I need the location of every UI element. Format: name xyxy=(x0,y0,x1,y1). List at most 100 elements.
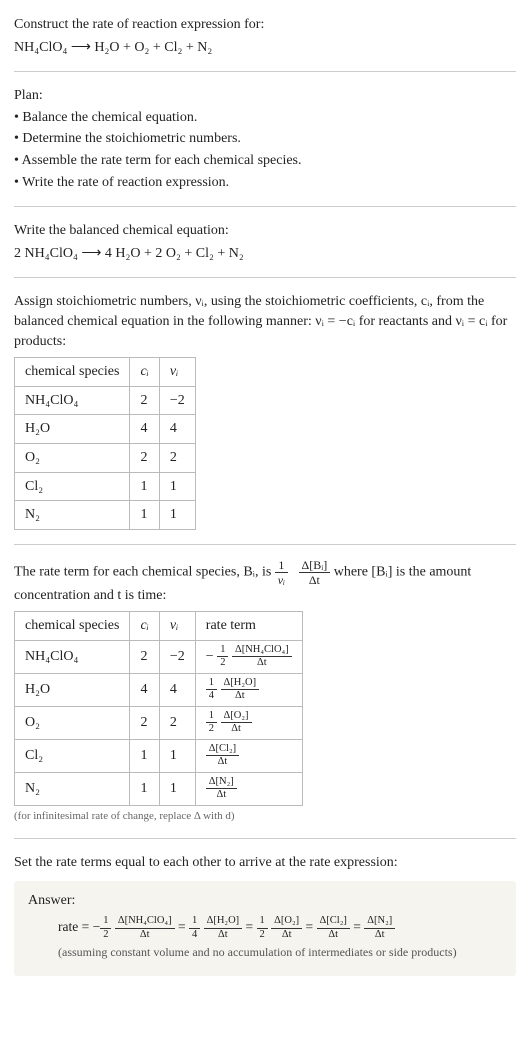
frac-delta: Δ[H₂O]Δt xyxy=(204,916,243,940)
stoich-text: Assign stoichiometric numbers, νᵢ, using… xyxy=(14,292,516,351)
cell-v: −2 xyxy=(159,640,195,673)
frac-dB-dt: Δ[Bᵢ] Δt xyxy=(299,559,331,586)
intro-equation: NH₄ClO₄ ⟶ H₂O + O₂ + Cl₂ + N₂ xyxy=(14,38,516,58)
intro-section: Construct the rate of reaction expressio… xyxy=(14,15,516,57)
table-row: chemical species cᵢ νᵢ xyxy=(15,358,196,387)
answer-prefix: rate = xyxy=(58,920,93,935)
cell-rate-term: Δ[Cl₂] Δt xyxy=(195,739,302,772)
frac-delta: Δ[O₂] Δt xyxy=(221,711,252,735)
divider xyxy=(14,277,516,278)
frac-den: 2 xyxy=(217,657,228,669)
plan-item: • Assemble the rate term for each chemic… xyxy=(14,151,516,171)
cell-species: Cl₂ xyxy=(15,739,130,772)
frac-delta: Δ[Cl₂]Δt xyxy=(317,916,350,940)
answer-note: (assuming constant volume and no accumul… xyxy=(58,944,502,961)
cell-species: Cl₂ xyxy=(15,472,130,501)
frac-den: Δt xyxy=(299,573,331,586)
cell-c: 2 xyxy=(130,706,159,739)
col-header: cᵢ xyxy=(130,612,159,641)
intro-line: Construct the rate of reaction expressio… xyxy=(14,15,516,35)
table-row: H₂O 4 4 1 4 Δ[H₂O] Δt xyxy=(15,673,303,706)
cell-c: 4 xyxy=(130,415,159,444)
plan-item: • Determine the stoichiometric numbers. xyxy=(14,129,516,149)
set-equal-section: Set the rate terms equal to each other t… xyxy=(14,853,516,976)
frac-den: Δt xyxy=(115,929,175,941)
cell-v: 2 xyxy=(159,706,195,739)
col-header: rate term xyxy=(195,612,302,641)
frac-num: Δ[O₂] xyxy=(221,711,252,724)
col-header-text: νᵢ xyxy=(170,364,178,379)
cell-c: 4 xyxy=(130,673,159,706)
frac-den: Δt xyxy=(317,929,350,941)
frac-delta: Δ[Cl₂] Δt xyxy=(206,744,239,768)
neg-sign: − xyxy=(206,649,214,664)
frac-den: 2 xyxy=(257,929,268,941)
frac-den: Δt xyxy=(232,657,292,669)
col-header-text: cᵢ xyxy=(140,618,148,633)
frac-den: 4 xyxy=(189,929,200,941)
frac-delta: Δ[N₂]Δt xyxy=(364,916,395,940)
frac-num: Δ[NH₄ClO₄] xyxy=(115,916,175,929)
cell-v: −2 xyxy=(159,386,195,415)
frac-delta: Δ[NH₄ClO₄]Δt xyxy=(115,916,175,940)
cell-rate-term: − 1 2 Δ[NH₄ClO₄] Δt xyxy=(195,640,302,673)
frac-num: Δ[H₂O] xyxy=(204,916,243,929)
frac-num: Δ[N₂] xyxy=(364,916,395,929)
plan-section: Plan: • Balance the chemical equation. •… xyxy=(14,86,516,192)
frac-den: Δt xyxy=(204,929,243,941)
frac-1-over-nu: 1 νᵢ xyxy=(275,559,288,586)
table-row: Cl₂ 1 1 xyxy=(15,472,196,501)
frac-den: 2 xyxy=(206,723,217,735)
frac-den: Δt xyxy=(206,756,239,768)
balanced-section: Write the balanced chemical equation: 2 … xyxy=(14,221,516,263)
rate-term-pre: The rate term for each chemical species,… xyxy=(14,564,275,579)
cell-v: 4 xyxy=(159,415,195,444)
rate-term-section: The rate term for each chemical species,… xyxy=(14,559,516,825)
rate-term-intro: The rate term for each chemical species,… xyxy=(14,559,516,606)
frac-den: Δt xyxy=(271,929,302,941)
infinitesimal-note: (for infinitesimal rate of change, repla… xyxy=(14,809,516,824)
table-row: N₂ 1 1 Δ[N₂] Δt xyxy=(15,772,303,805)
frac-delta: Δ[N₂] Δt xyxy=(206,777,237,801)
answer-box: Answer: rate = −12 Δ[NH₄ClO₄]Δt = 14 Δ[H… xyxy=(14,881,516,976)
table-row: H₂O 4 4 xyxy=(15,415,196,444)
cell-v: 1 xyxy=(159,772,195,805)
cell-c: 1 xyxy=(130,472,159,501)
cell-c: 1 xyxy=(130,772,159,805)
answer-label: Answer: xyxy=(28,891,502,911)
frac-coef: 12 xyxy=(257,916,268,940)
divider xyxy=(14,838,516,839)
table-row: N₂ 1 1 xyxy=(15,501,196,530)
frac-den: 4 xyxy=(206,690,217,702)
cell-species: H₂O xyxy=(15,415,130,444)
cell-v: 1 xyxy=(159,739,195,772)
frac-delta: Δ[O₂]Δt xyxy=(271,916,302,940)
cell-species: NH₄ClO₄ xyxy=(15,640,130,673)
divider xyxy=(14,71,516,72)
frac-num: Δ[N₂] xyxy=(206,777,237,790)
cell-species: H₂O xyxy=(15,673,130,706)
divider xyxy=(14,544,516,545)
frac-num: 1 xyxy=(206,711,217,724)
frac-num: Δ[Bᵢ] xyxy=(299,559,331,573)
stoich-section: Assign stoichiometric numbers, νᵢ, using… xyxy=(14,292,516,529)
frac-coef: 1 2 xyxy=(217,645,228,669)
plan-item: • Write the rate of reaction expression. xyxy=(14,173,516,193)
rate-term-table: chemical species cᵢ νᵢ rate term NH₄ClO₄… xyxy=(14,611,303,806)
balanced-line: Write the balanced chemical equation: xyxy=(14,221,516,241)
frac-coef: 12 xyxy=(100,916,111,940)
frac-num: Δ[H₂O] xyxy=(221,678,260,691)
col-header: νᵢ xyxy=(159,358,195,387)
frac-num: Δ[Cl₂] xyxy=(317,916,350,929)
table-row: Cl₂ 1 1 Δ[Cl₂] Δt xyxy=(15,739,303,772)
set-equal-text: Set the rate terms equal to each other t… xyxy=(14,853,516,873)
table-row: O₂ 2 2 xyxy=(15,443,196,472)
frac-num: 1 xyxy=(206,678,217,691)
frac-delta: Δ[H₂O] Δt xyxy=(221,678,260,702)
answer-equation: rate = −12 Δ[NH₄ClO₄]Δt = 14 Δ[H₂O]Δt = … xyxy=(58,916,502,940)
col-header: chemical species xyxy=(15,358,130,387)
table-row: NH₄ClO₄ 2 −2 − 1 2 Δ[NH₄ClO₄] Δt xyxy=(15,640,303,673)
frac-num: 1 xyxy=(189,916,200,929)
cell-c: 2 xyxy=(130,640,159,673)
cell-species: O₂ xyxy=(15,706,130,739)
